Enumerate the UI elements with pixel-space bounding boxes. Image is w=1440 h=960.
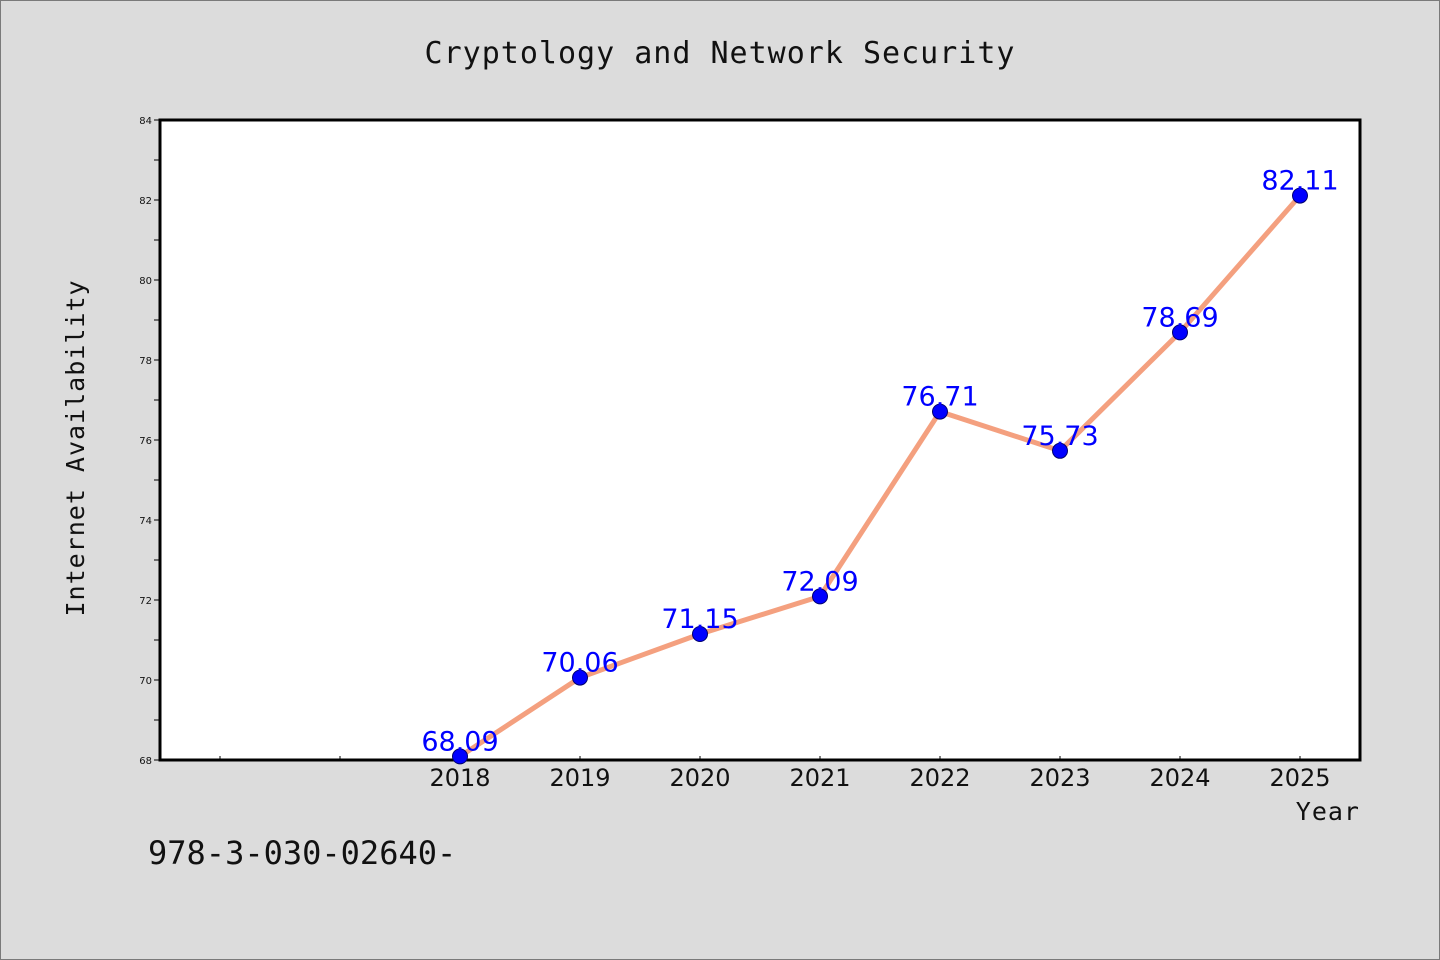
series-group: 68.09 70.06 71.15 72.09 76.71 75.73 78.69 82.11 bbox=[421, 166, 1339, 765]
x-tick-label: 2021 bbox=[789, 764, 850, 792]
data-point bbox=[1172, 324, 1188, 341]
chart-title: Cryptology and Network Security bbox=[425, 36, 1016, 71]
data-point bbox=[692, 626, 708, 642]
data-label: 71.15 bbox=[661, 604, 738, 635]
x-tick-label: 2019 bbox=[549, 764, 610, 792]
data-point bbox=[1052, 442, 1068, 459]
data-label: 75.73 bbox=[1021, 421, 1098, 452]
data-point bbox=[1292, 187, 1308, 204]
y-tick-label: 78 bbox=[139, 356, 152, 367]
data-label: 68.09 bbox=[421, 726, 498, 757]
y-tick-label: 84 bbox=[139, 116, 152, 127]
footnote-text: 978-3-030-02640- bbox=[148, 834, 456, 872]
y-tick-label: 82 bbox=[139, 196, 152, 207]
y-tick-label: 76 bbox=[139, 436, 152, 447]
y-tick-label: 68 bbox=[139, 756, 152, 767]
data-point bbox=[452, 748, 468, 765]
y-axis-label: Internet Availability bbox=[61, 279, 90, 616]
x-tick-label: 2024 bbox=[1149, 764, 1210, 792]
y-axis-ticks: 68 70 72 74 76 78 80 82 84 bbox=[139, 116, 160, 767]
y-tick-label: 72 bbox=[139, 596, 152, 607]
x-axis-ticks: 2018 2019 2020 2021 2022 2023 2024 2025 bbox=[219, 756, 1331, 792]
data-label: 82.11 bbox=[1261, 166, 1338, 197]
x-axis-label: Year bbox=[1296, 797, 1360, 826]
y-tick-label: 74 bbox=[139, 516, 152, 527]
data-point bbox=[572, 669, 588, 686]
plot-area bbox=[158, 118, 1362, 762]
x-tick-label: 2020 bbox=[669, 764, 730, 792]
x-tick-label: 2018 bbox=[429, 764, 490, 792]
data-point bbox=[932, 403, 948, 420]
y-tick-label: 70 bbox=[139, 676, 152, 687]
x-tick-label: 2023 bbox=[1029, 764, 1090, 792]
data-label: 78.69 bbox=[1141, 302, 1218, 333]
data-label: 70.06 bbox=[541, 648, 618, 679]
x-tick-label: 2025 bbox=[1269, 764, 1330, 792]
series-line bbox=[457, 193, 1303, 759]
data-label: 76.71 bbox=[901, 382, 978, 413]
data-point bbox=[812, 588, 828, 605]
y-tick-label: 80 bbox=[139, 276, 152, 287]
data-label: 72.09 bbox=[781, 566, 858, 597]
x-tick-label: 2022 bbox=[909, 764, 970, 792]
